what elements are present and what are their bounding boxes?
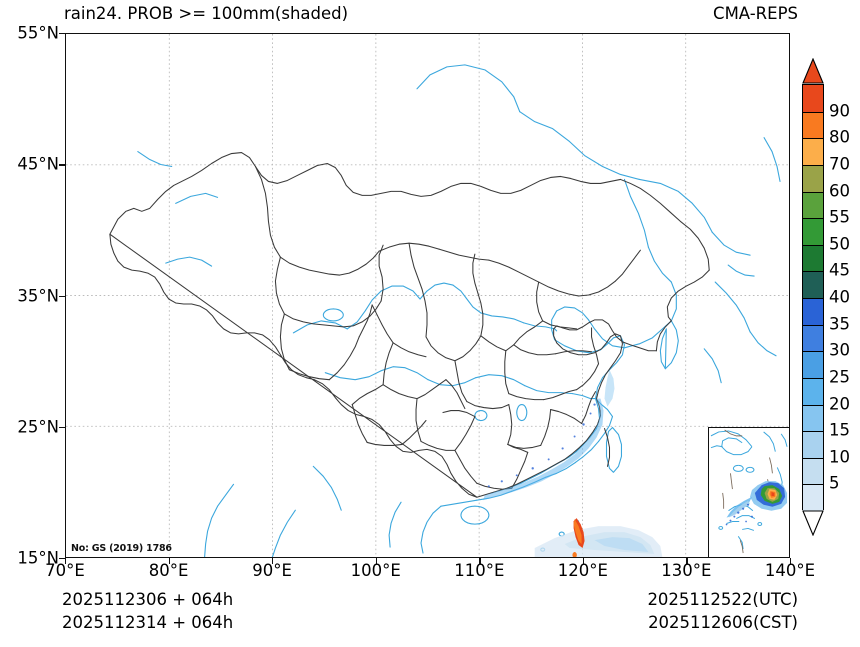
map-canvas xyxy=(66,34,789,557)
colorbar-segment xyxy=(803,324,823,352)
colorbar-label-45: 45 xyxy=(829,260,850,280)
xtick-label-120e: 120°E xyxy=(557,561,608,580)
xtick-mark xyxy=(582,558,585,564)
colorbar-label-40: 40 xyxy=(829,287,850,307)
colorbar-label-55: 55 xyxy=(829,207,850,227)
xtick-mark xyxy=(168,558,170,564)
colorbar[interactable]: 5 10 15 20 25 30 35 40 45 50 55 60 70 80 90 xyxy=(800,58,858,536)
colorbar-body xyxy=(802,84,824,511)
model-label: CMA-REPS xyxy=(713,4,798,23)
xtick-mark xyxy=(479,558,481,564)
main-map-plot[interactable]: No: GS (2019) 1786 xyxy=(65,33,790,558)
rivers-and-coastlines xyxy=(137,64,781,557)
colorbar-segment xyxy=(803,484,823,511)
shaded-prob-south-china-sea xyxy=(534,526,663,557)
colorbar-label-50: 50 xyxy=(829,234,850,254)
xtick-label-70e: 70°E xyxy=(45,561,85,580)
xtick-mark xyxy=(790,558,792,564)
xtick-label-110e: 110°E xyxy=(454,561,505,580)
footer: 2025112306 + 064h 2025112314 + 064h 2025… xyxy=(0,588,860,646)
xtick-mark xyxy=(375,558,378,564)
xtick-label-140e: 140°E xyxy=(764,561,816,580)
administrative-borders xyxy=(109,152,710,498)
colorbar-segment xyxy=(803,191,823,219)
ytick-label-45n: 45°N xyxy=(17,154,59,174)
ytick-label-25n: 25°N xyxy=(17,417,59,437)
colorbar-label-20: 20 xyxy=(829,394,850,413)
colorbar-label-60: 60 xyxy=(829,181,850,200)
ytick-label-55n: 55°N xyxy=(17,23,59,43)
shaded-prob-southeast-coast xyxy=(482,369,615,501)
colorbar-segment xyxy=(803,431,823,458)
colorbar-label-80: 80 xyxy=(829,127,850,147)
colorbar-label-5: 5 xyxy=(829,473,840,493)
ytick-mark xyxy=(59,426,65,429)
footer-init-line2: 2025112314 + 064h xyxy=(62,613,234,632)
colorbar-segment xyxy=(803,218,823,245)
colorbar-cap-high xyxy=(802,58,824,84)
xtick-label-80e: 80°E xyxy=(148,561,189,580)
map-attribution: No: GS (2019) 1786 xyxy=(70,543,173,554)
ytick-mark xyxy=(59,295,65,297)
colorbar-segment xyxy=(803,377,823,405)
colorbar-label-15: 15 xyxy=(829,420,850,440)
ytick-label-35n: 35°N xyxy=(17,286,59,305)
colorbar-segment xyxy=(803,298,823,325)
colorbar-label-90: 90 xyxy=(829,101,850,121)
colorbar-label-10: 10 xyxy=(829,447,850,467)
ytick-label-15n: 15°N xyxy=(17,548,59,568)
inset-probability-blob xyxy=(725,481,788,526)
colorbar-label-35: 35 xyxy=(829,314,850,334)
footer-valid-cst: 2025112606(CST) xyxy=(648,613,798,632)
colorbar-segment xyxy=(803,111,823,139)
colorbar-segment xyxy=(803,164,823,192)
colorbar-label-25: 25 xyxy=(829,367,850,387)
colorbar-segment xyxy=(803,271,823,298)
footer-left: 2025112306 + 064h 2025112314 + 064h xyxy=(62,588,233,634)
xtick-mark xyxy=(686,558,688,564)
map-gridlines xyxy=(66,34,789,557)
xtick-label-130e: 130°E xyxy=(661,561,712,580)
xtick-mark xyxy=(272,558,274,564)
footer-valid-utc: 2025112522(UTC) xyxy=(647,590,798,609)
colorbar-segment xyxy=(803,138,823,165)
colorbar-segment xyxy=(803,85,823,112)
page-title: rain24. PROB >= 100mm(shaded) xyxy=(64,4,349,23)
inset-canvas xyxy=(709,428,789,557)
colorbar-label-30: 30 xyxy=(829,340,850,360)
colorbar-segment xyxy=(803,244,823,272)
colorbar-label-70: 70 xyxy=(829,154,850,174)
colorbar-segment xyxy=(803,457,823,485)
footer-init-line1: 2025112306 + 064h xyxy=(62,590,234,609)
south-china-sea-inset[interactable] xyxy=(708,427,789,557)
shaded-prob-specks xyxy=(487,403,596,488)
xtick-label-90e: 90°E xyxy=(252,561,292,580)
xtick-label-100e: 100°E xyxy=(350,561,401,580)
ytick-mark xyxy=(59,164,65,166)
ytick-mark xyxy=(59,558,65,560)
colorbar-segment xyxy=(803,351,823,378)
xtick-mark xyxy=(65,558,67,564)
footer-right: 2025112522(UTC) 2025112606(CST) xyxy=(647,588,798,634)
shaded-prob-luzon-streak xyxy=(572,518,585,557)
ytick-mark xyxy=(59,33,65,35)
colorbar-segment xyxy=(803,404,823,432)
colorbar-cap-low xyxy=(802,510,824,536)
